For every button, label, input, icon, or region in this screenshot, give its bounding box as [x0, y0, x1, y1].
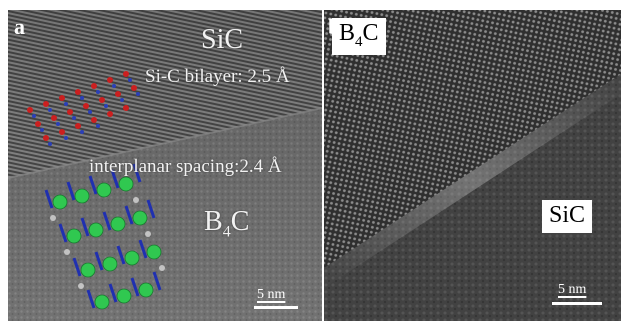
annotation-bilayer: Si-C bilayer: 2.5 Å	[145, 66, 290, 87]
label-sic-boxed: SiC	[542, 200, 593, 233]
panel-b-hrtem-image: b B4C SiC 5 nm	[324, 10, 621, 321]
scale-bar-line-a	[254, 306, 298, 309]
scale-bar-label-b: 5 nm	[558, 282, 587, 297]
label-b4c-boxed: B4C	[332, 18, 386, 55]
panel-b-micrograph	[324, 10, 621, 321]
panel-label-a: a	[14, 14, 25, 39]
b4c-atomic-model	[44, 163, 165, 310]
label-b4c: B4C	[204, 206, 250, 241]
panel-a-hrtem-image: a SiC Si-C bilayer: 2.5 Å interplanar sp…	[8, 10, 322, 321]
annotation-interplanar-spacing: interplanar spacing:2.4 Å	[89, 156, 282, 177]
label-sic-top: SiC	[201, 24, 244, 55]
sic-atomic-model	[27, 71, 140, 146]
scale-bar-line-b	[552, 302, 602, 305]
interface-band	[324, 74, 621, 288]
panel-a-micrograph	[8, 10, 322, 321]
scale-bar-label-a: 5 nm	[257, 287, 286, 302]
